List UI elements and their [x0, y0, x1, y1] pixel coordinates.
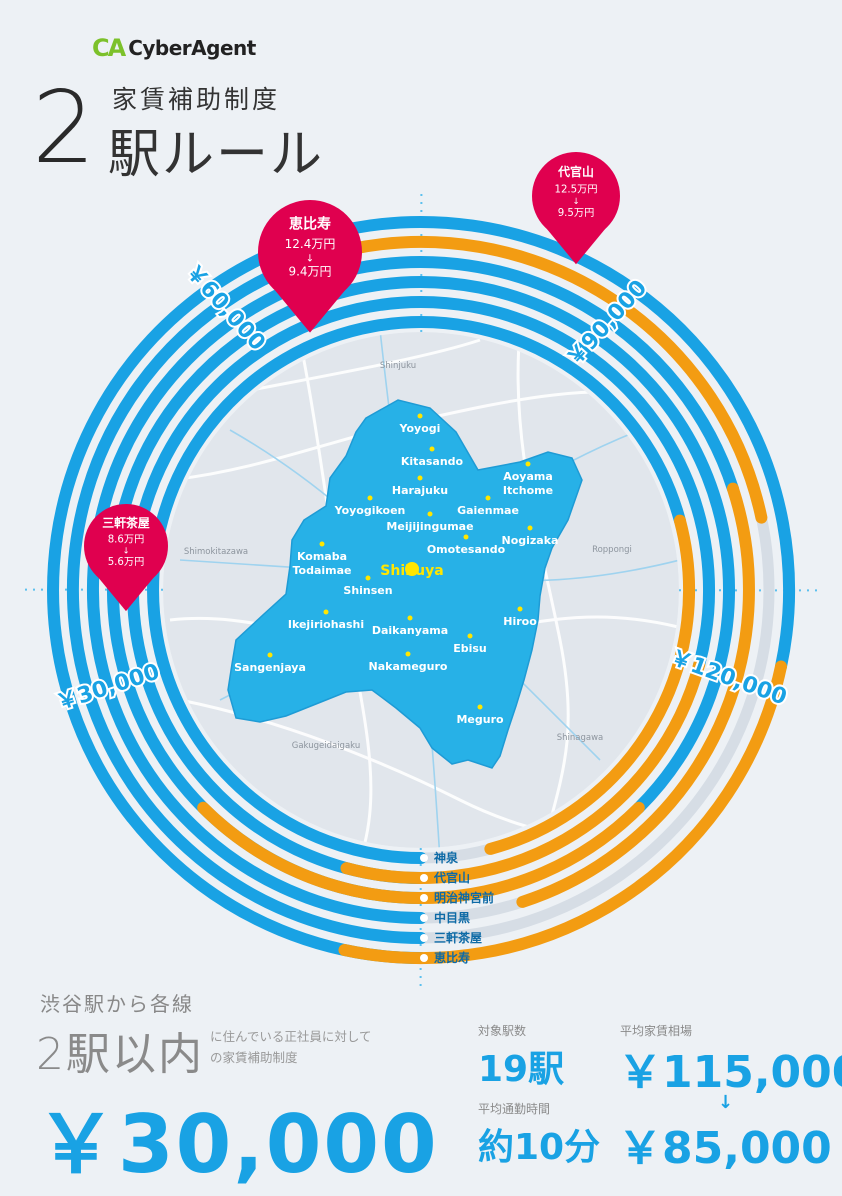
bottom-condition-line1: 渋谷駅から各線	[40, 988, 194, 1017]
station-label: Meijijingumae	[386, 520, 473, 533]
station-dot	[408, 616, 413, 621]
ring-line-label: 三軒茶屋	[434, 930, 482, 945]
station-label: Harajuku	[392, 484, 448, 497]
ring-line-label: 明治神宮前	[434, 890, 494, 905]
ring-line-label: 中目黒	[434, 910, 470, 925]
station-dot	[320, 542, 325, 547]
ring-line-label: 恵比寿	[434, 950, 470, 965]
station-dot	[366, 576, 371, 581]
subsidy-amount: ￥30,000	[36, 1080, 439, 1196]
pin-price-before: 12.4万円	[285, 237, 336, 251]
station-dot	[418, 414, 423, 419]
station-dot	[526, 462, 531, 467]
pin-price-after: 9.5万円	[558, 208, 595, 219]
station-dot	[486, 496, 491, 501]
station-dot	[418, 476, 423, 481]
bottom-description: に住んでいる正社員に対しての家賃補助制度	[210, 1026, 380, 1068]
station-label: Ebisu	[453, 642, 487, 655]
pin-arrow-icon: ↓	[122, 547, 129, 557]
pin-price-after: 5.6万円	[108, 557, 145, 568]
station-dot	[406, 652, 411, 657]
station-label: Nakameguro	[369, 660, 448, 673]
pin-station-name: 三軒茶屋	[102, 516, 150, 530]
place-label: Gakugeidaigaku	[292, 741, 360, 751]
bottom-condition-line2: 2駅以内	[36, 1018, 204, 1082]
station-label: Komaba	[297, 550, 347, 563]
station-count-value: 19駅	[478, 1040, 564, 1092]
ring-start-dot	[420, 854, 428, 862]
commute-time-value: 約10分	[478, 1118, 600, 1170]
station-label: Hiroo	[503, 615, 537, 628]
pin-station-name: 代官山	[557, 165, 594, 179]
station-label: Ikejiriohashi	[288, 618, 364, 631]
average-rent-before: ￥115,000	[618, 1036, 842, 1100]
ring-line-label: 代官山	[433, 870, 470, 885]
place-label: Shinagawa	[557, 733, 604, 743]
station-label: Itchome	[503, 484, 553, 497]
station-label: Nogizaka	[502, 534, 559, 547]
station-dot	[268, 653, 273, 658]
station-dot	[468, 634, 473, 639]
station-dot	[368, 496, 373, 501]
pin-icon	[258, 200, 362, 304]
station-label: Kitasando	[401, 455, 464, 468]
station-label: Shinsen	[343, 584, 392, 597]
ring-start-dot	[420, 954, 428, 962]
ring-start-dot	[420, 894, 428, 902]
commute-time-label: 平均通勤時間	[478, 1100, 550, 1117]
pin-arrow-icon: ↓	[306, 253, 314, 264]
station-dot	[464, 535, 469, 540]
pin-price-before: 12.5万円	[554, 184, 597, 195]
station-label: Todaimae	[292, 564, 351, 577]
station-label: Yoyogikoen	[334, 504, 406, 517]
station-count-label: 対象駅数	[478, 1022, 526, 1039]
station-dot	[518, 607, 523, 612]
pin-arrow-icon: ↓	[572, 197, 579, 207]
place-label: Shinjuku	[380, 361, 416, 371]
station-label: Sangenjaya	[234, 661, 306, 674]
station-dot	[478, 705, 483, 710]
station-label: Meguro	[456, 713, 504, 726]
pin-price-before: 8.6万円	[108, 535, 145, 546]
station-dot	[324, 610, 329, 615]
place-label: Shimokitazawa	[184, 547, 248, 557]
place-label: Roppongi	[592, 545, 632, 555]
station-label: Omotesando	[427, 543, 506, 556]
station-label: Shibuya	[380, 563, 443, 579]
pin-station-name: 恵比寿	[289, 216, 331, 233]
station-label: Daikanyama	[372, 624, 448, 637]
ring-line-label: 神泉	[434, 850, 459, 865]
station-dot	[430, 447, 435, 452]
station-dot	[528, 526, 533, 531]
station-dot	[428, 512, 433, 517]
station-label: Yoyogi	[399, 422, 441, 435]
pin-price-after: 9.4万円	[288, 264, 331, 278]
average-rent-arrow-icon: ↓	[718, 1092, 733, 1113]
ring-start-dot	[420, 934, 428, 942]
ring-start-dot	[420, 914, 428, 922]
average-rent-after: ￥85,000	[618, 1112, 832, 1176]
ring-start-dot	[420, 874, 428, 882]
station-label: Gaienmae	[457, 504, 519, 517]
station-label: Aoyama	[503, 470, 553, 483]
